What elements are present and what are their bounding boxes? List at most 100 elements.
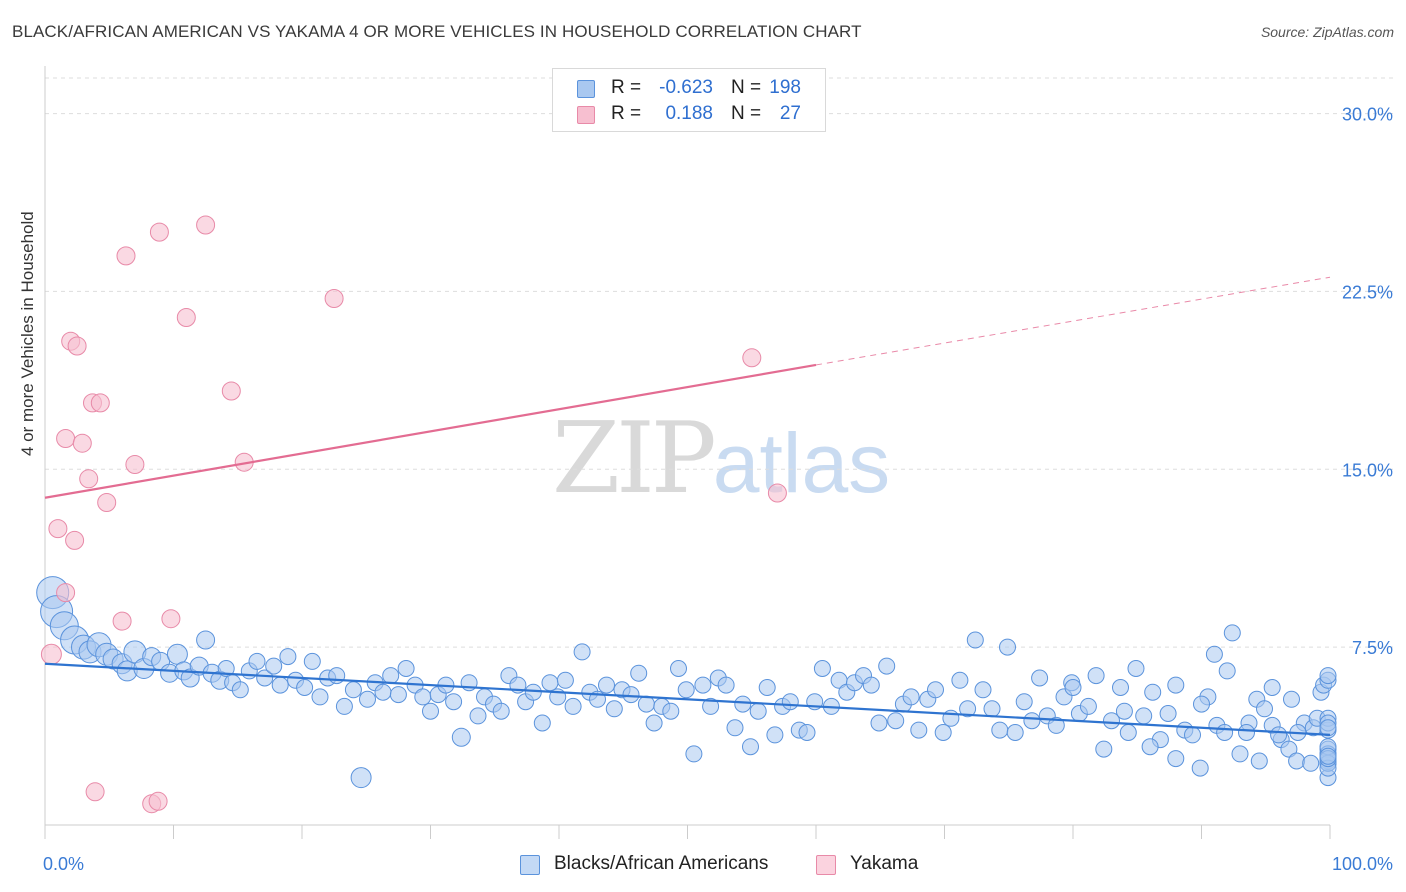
trend-line-yakama — [44, 363, 817, 499]
point-blacks — [1141, 738, 1159, 756]
point-blacks — [1015, 693, 1033, 711]
point-blacks — [758, 679, 776, 696]
point-yakama — [221, 381, 241, 401]
point-yakama — [324, 289, 344, 308]
source-label: Source: ZipAtlas.com — [1260, 24, 1394, 40]
point-blacks — [556, 671, 574, 689]
trend-extension-yakama — [815, 276, 1331, 366]
legend-n-value: 198 — [769, 77, 801, 98]
legend-r-key: R = — [611, 77, 642, 98]
point-blacks — [1031, 669, 1049, 687]
point-blacks — [451, 727, 471, 747]
point-blacks — [1263, 679, 1281, 696]
trend-line-blacks — [44, 662, 1331, 736]
point-yakama — [125, 455, 145, 474]
point-blacks — [422, 702, 439, 720]
point-yakama — [149, 222, 169, 242]
point-yakama — [40, 643, 62, 665]
point-blacks — [1079, 697, 1097, 715]
point-blacks — [445, 693, 463, 711]
point-blacks — [524, 683, 542, 701]
point-blacks — [1283, 690, 1300, 708]
point-blacks — [662, 702, 680, 720]
point-blacks — [887, 712, 905, 730]
point-yakama — [767, 483, 787, 503]
point-blacks — [279, 648, 297, 666]
point-blacks — [645, 714, 663, 732]
point-blacks — [1167, 750, 1185, 768]
point-blacks — [359, 690, 376, 708]
point-blacks — [573, 643, 591, 661]
point-blacks — [598, 676, 615, 694]
point-blacks — [813, 660, 831, 677]
point-blacks — [533, 714, 551, 732]
point-blacks — [702, 697, 720, 715]
correlation-legend: R = -0.623 N = 198 R = 0.188 N = 27 — [552, 68, 826, 132]
y-tick-label: 30.0% — [1342, 105, 1393, 125]
legend-swatch-blue — [577, 80, 595, 98]
point-blacks — [1191, 759, 1209, 777]
point-blacks — [1135, 707, 1153, 725]
point-blacks — [1115, 702, 1133, 720]
point-blacks — [1218, 662, 1236, 680]
legend-n-key: N = — [731, 103, 762, 124]
point-blacks — [1223, 624, 1241, 642]
point-blacks — [1047, 716, 1065, 734]
point-blacks — [999, 638, 1016, 656]
series-swatch-pink — [816, 855, 836, 875]
point-blacks — [1159, 705, 1177, 722]
series-label-yakama: Yakama — [850, 853, 919, 874]
point-blacks — [344, 681, 362, 699]
point-blacks — [256, 669, 274, 687]
point-blacks — [1231, 745, 1249, 763]
point-blacks — [1270, 726, 1288, 744]
point-blacks — [196, 630, 216, 650]
point-yakama — [176, 308, 196, 327]
point-blacks — [798, 724, 816, 741]
point-blacks — [1250, 752, 1268, 770]
point-blacks — [670, 660, 687, 677]
point-blacks — [870, 714, 888, 732]
legend-n-key: N = — [731, 77, 762, 98]
point-blacks — [927, 681, 944, 699]
y-tick-label: 22.5% — [1342, 282, 1393, 302]
point-blacks — [605, 700, 623, 718]
point-blacks — [749, 702, 767, 720]
point-blacks — [934, 724, 952, 741]
point-blacks — [1205, 645, 1223, 663]
point-blacks — [959, 700, 977, 718]
point-blacks — [685, 745, 703, 763]
point-blacks — [469, 707, 487, 725]
point-blacks — [1112, 679, 1129, 696]
point-blacks — [1167, 676, 1185, 694]
point-yakama — [90, 393, 110, 413]
point-blacks — [1280, 740, 1298, 758]
y-axis-label: 4 or more Vehicles in Household — [18, 211, 37, 456]
point-blacks — [303, 652, 321, 670]
point-blacks — [1095, 740, 1113, 758]
point-blacks — [564, 697, 582, 715]
point-yakama — [72, 433, 92, 453]
point-blacks — [1193, 695, 1210, 713]
point-blacks — [492, 702, 510, 720]
point-yakama — [742, 348, 762, 368]
point-blacks — [1184, 726, 1201, 744]
chart-title: BLACK/AFRICAN AMERICAN VS YAKAMA 4 OR MO… — [12, 22, 862, 41]
point-blacks — [265, 657, 283, 675]
point-blacks — [622, 686, 640, 704]
point-yakama — [79, 469, 99, 489]
legend-swatch-pink — [577, 106, 595, 124]
point-blacks — [694, 676, 712, 694]
point-blacks — [630, 664, 648, 682]
point-blacks — [414, 688, 432, 706]
point-yakama — [161, 609, 181, 629]
point-yakama — [65, 530, 85, 550]
point-blacks — [397, 660, 415, 677]
series-swatch-blue — [520, 855, 540, 875]
point-blacks — [1119, 724, 1137, 741]
point-blacks — [742, 738, 759, 756]
legend-n-value: 27 — [779, 103, 801, 124]
point-blacks — [335, 697, 353, 715]
legend-r-value: 0.188 — [665, 103, 713, 124]
